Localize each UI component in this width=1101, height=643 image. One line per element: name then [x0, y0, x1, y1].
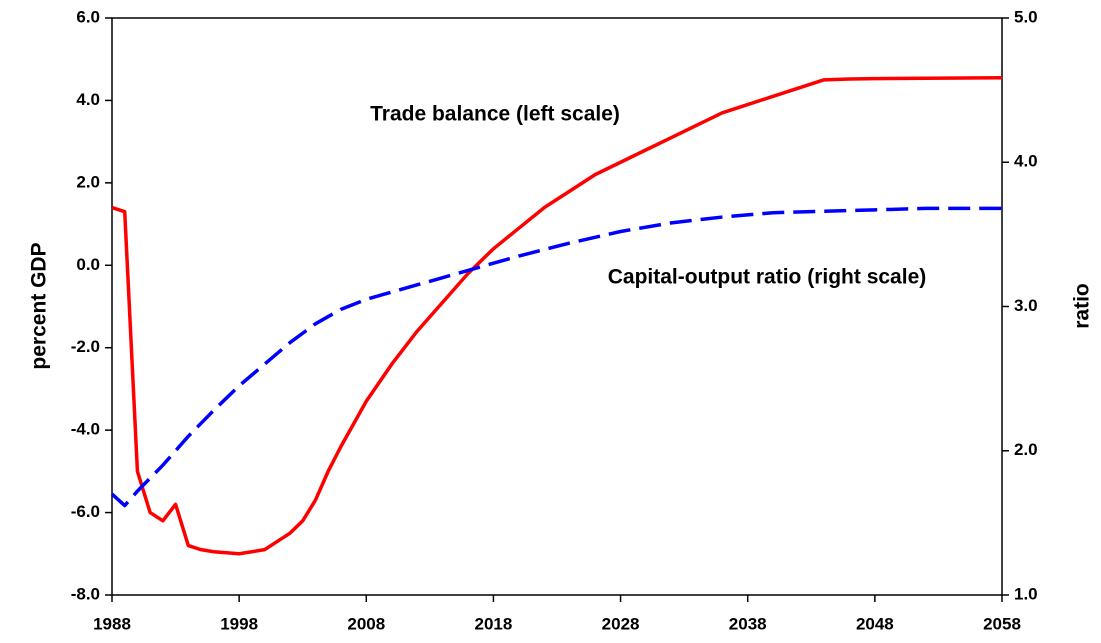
x-tick-label: 2038	[729, 614, 767, 633]
x-tick-label: 2018	[475, 614, 513, 633]
y-tick-label: -2.0	[71, 337, 100, 356]
series-line	[111, 76, 1003, 556]
y2-tick-label: 1.0	[1014, 584, 1038, 603]
y2-tick-label: 4.0	[1014, 152, 1038, 171]
y-tick-label: -8.0	[71, 584, 100, 603]
x-tick-label: 2058	[983, 614, 1021, 633]
x-tick-label: 2008	[347, 614, 385, 633]
y-tick-label: 4.0	[76, 90, 100, 109]
y-tick-label: 0.0	[76, 255, 100, 274]
y2-tick-label: 3.0	[1014, 296, 1038, 315]
annotation: Trade balance (left scale)	[370, 103, 620, 126]
annotation: Capital-output ratio (right scale)	[608, 266, 927, 289]
y-tick-label: 2.0	[76, 172, 100, 191]
y2-tick-label: 5.0	[1014, 7, 1038, 26]
x-tick-label: 1998	[220, 614, 258, 633]
y-tick-label: -6.0	[71, 502, 100, 521]
y2-tick-label: 2.0	[1014, 440, 1038, 459]
x-tick-label: 2048	[856, 614, 894, 633]
x-tick-label: 2028	[602, 614, 640, 633]
y2-axis-label: ratio	[1071, 283, 1094, 329]
x-tick-label: 1988	[93, 614, 131, 633]
series-line	[110, 206, 1002, 508]
y-tick-label: -4.0	[71, 420, 100, 439]
y-axis-label: percent GDP	[28, 242, 51, 369]
y-tick-label: 6.0	[76, 7, 100, 26]
